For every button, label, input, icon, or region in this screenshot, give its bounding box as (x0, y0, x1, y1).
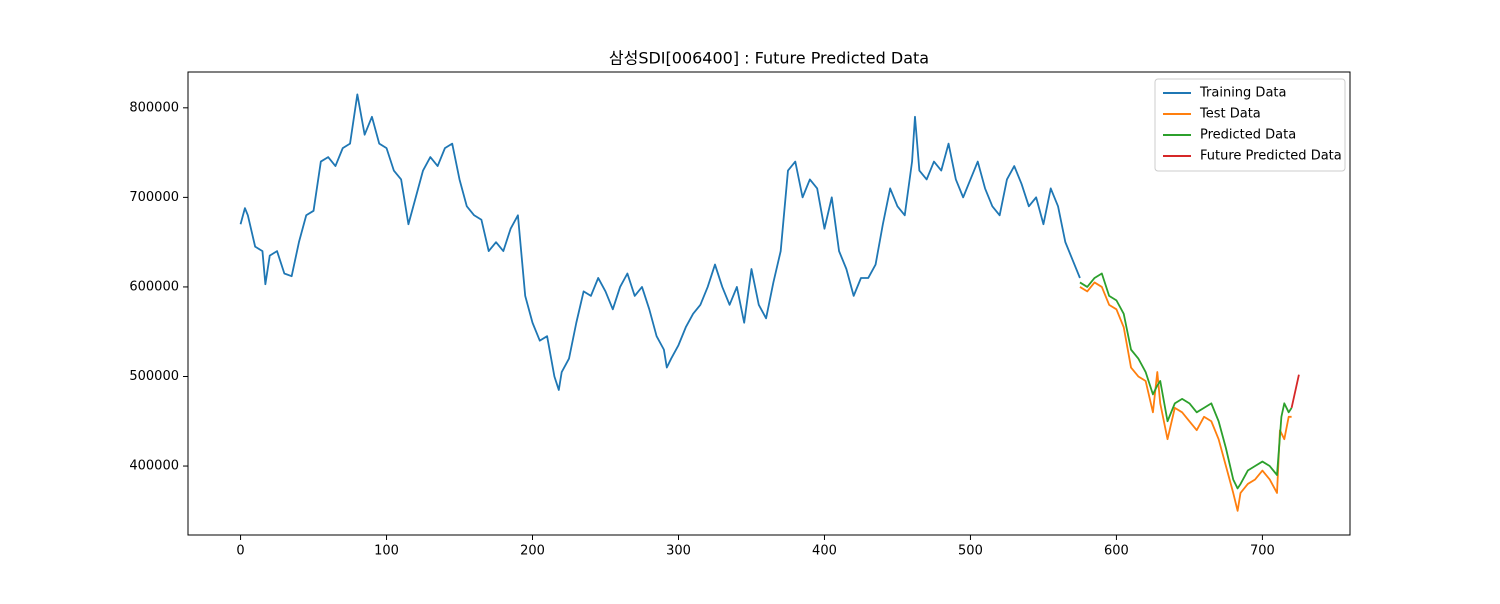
y-tick-label: 400000 (129, 459, 179, 474)
legend-label: Training Data (1199, 86, 1286, 101)
x-tick-label: 700 (1250, 544, 1275, 559)
legend-label: Future Predicted Data (1200, 149, 1342, 164)
y-tick-label: 700000 (129, 190, 179, 205)
legend-box (1154, 78, 1346, 172)
x-tick-label: 600 (1104, 544, 1129, 559)
y-tick-label: 500000 (129, 369, 179, 384)
series-line (239, 93, 1081, 391)
legend-label: Predicted Data (1200, 128, 1296, 143)
plot-frame (187, 71, 1351, 536)
chart-title: 삼성SDI[006400] : Future Predicted Data (609, 49, 929, 68)
x-tick-label: 100 (374, 544, 399, 559)
x-tick-label: 0 (236, 544, 244, 559)
x-tick-label: 200 (520, 544, 545, 559)
y-tick-label: 800000 (129, 100, 179, 115)
x-tick-label: 400 (812, 544, 837, 559)
series-line (1079, 272, 1293, 490)
y-tick-label: 600000 (129, 279, 179, 294)
x-tick-label: 300 (666, 544, 691, 559)
legend-label: Test Data (1199, 107, 1261, 122)
x-tick-label: 500 (958, 544, 983, 559)
series-line (1290, 374, 1300, 409)
series-line (1079, 281, 1292, 512)
